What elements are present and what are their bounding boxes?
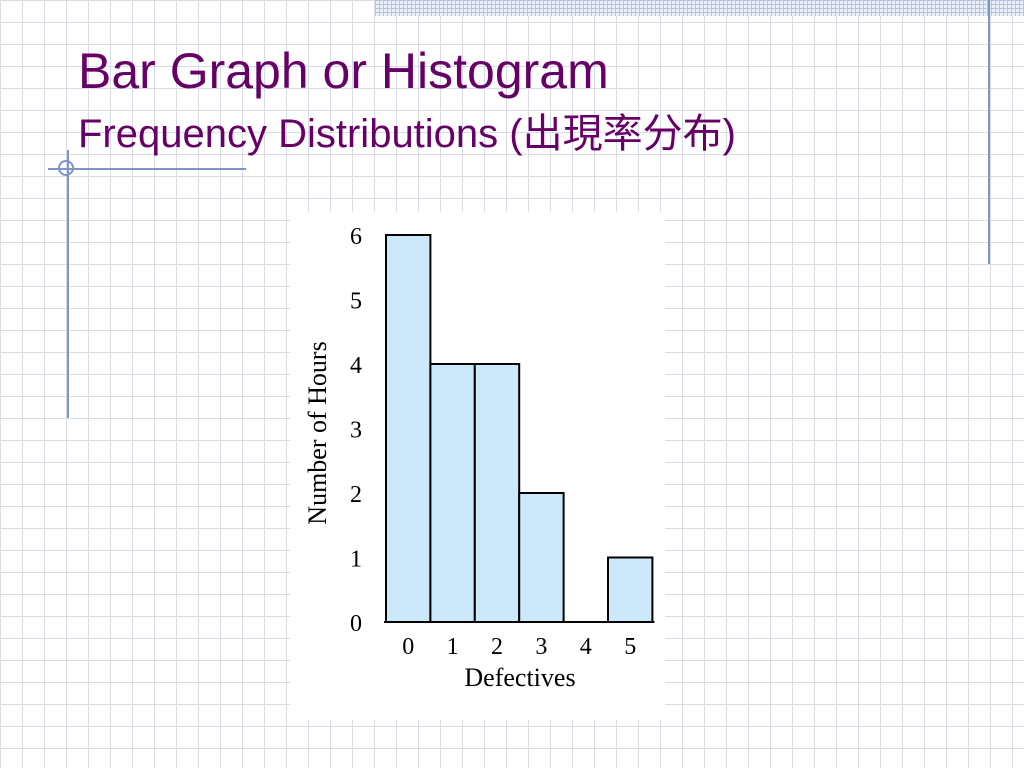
bar-0	[385, 234, 432, 623]
chart-panel: 0 1 2 3 4 5 6 0 1 2 3 4 5 Number of Hours Defective…	[290, 212, 665, 720]
bar-1	[429, 363, 476, 623]
y-tick-label-4: 4	[350, 353, 362, 379]
x-axis-label: Defectives	[464, 663, 575, 692]
left-vertical-accent-line	[67, 150, 69, 418]
slide-subtitle: Frequency Distributions (出現率分布)	[78, 112, 736, 156]
x-tick-label-5: 5	[624, 634, 636, 660]
y-tick-label-2: 2	[350, 482, 362, 508]
y-tick-label-3: 3	[350, 418, 362, 444]
top-decorative-band	[375, 0, 1024, 16]
y-tick-label-1: 1	[350, 547, 362, 573]
bar-5	[607, 556, 654, 623]
bar-3	[518, 492, 565, 623]
y-tick-label-5: 5	[350, 289, 362, 315]
y-tick-labels: 0 1 2 3 4 5 6	[350, 224, 362, 637]
bars	[385, 234, 654, 623]
y-axis-label: Number of Hours	[303, 341, 332, 524]
y-tick-label-0: 0	[350, 611, 362, 637]
x-tick-label-4: 4	[580, 634, 592, 660]
slide-title: Bar Graph or Histogram	[78, 43, 609, 99]
y-tick-label-6: 6	[350, 224, 362, 250]
accent-circle	[58, 160, 74, 176]
x-tick-label-0: 0	[402, 634, 414, 660]
bar-2	[473, 363, 521, 623]
x-tick-label-3: 3	[535, 634, 547, 660]
x-tick-label-1: 1	[447, 634, 459, 660]
left-horizontal-accent-line	[48, 168, 246, 170]
x-tick-label-2: 2	[491, 634, 503, 660]
right-vertical-accent-line	[988, 0, 990, 264]
histogram-chart: 0 1 2 3 4 5 6 0 1 2 3 4 5 Number of Hours Defective…	[303, 224, 655, 692]
x-tick-labels: 0 1 2 3 4 5	[402, 634, 636, 660]
